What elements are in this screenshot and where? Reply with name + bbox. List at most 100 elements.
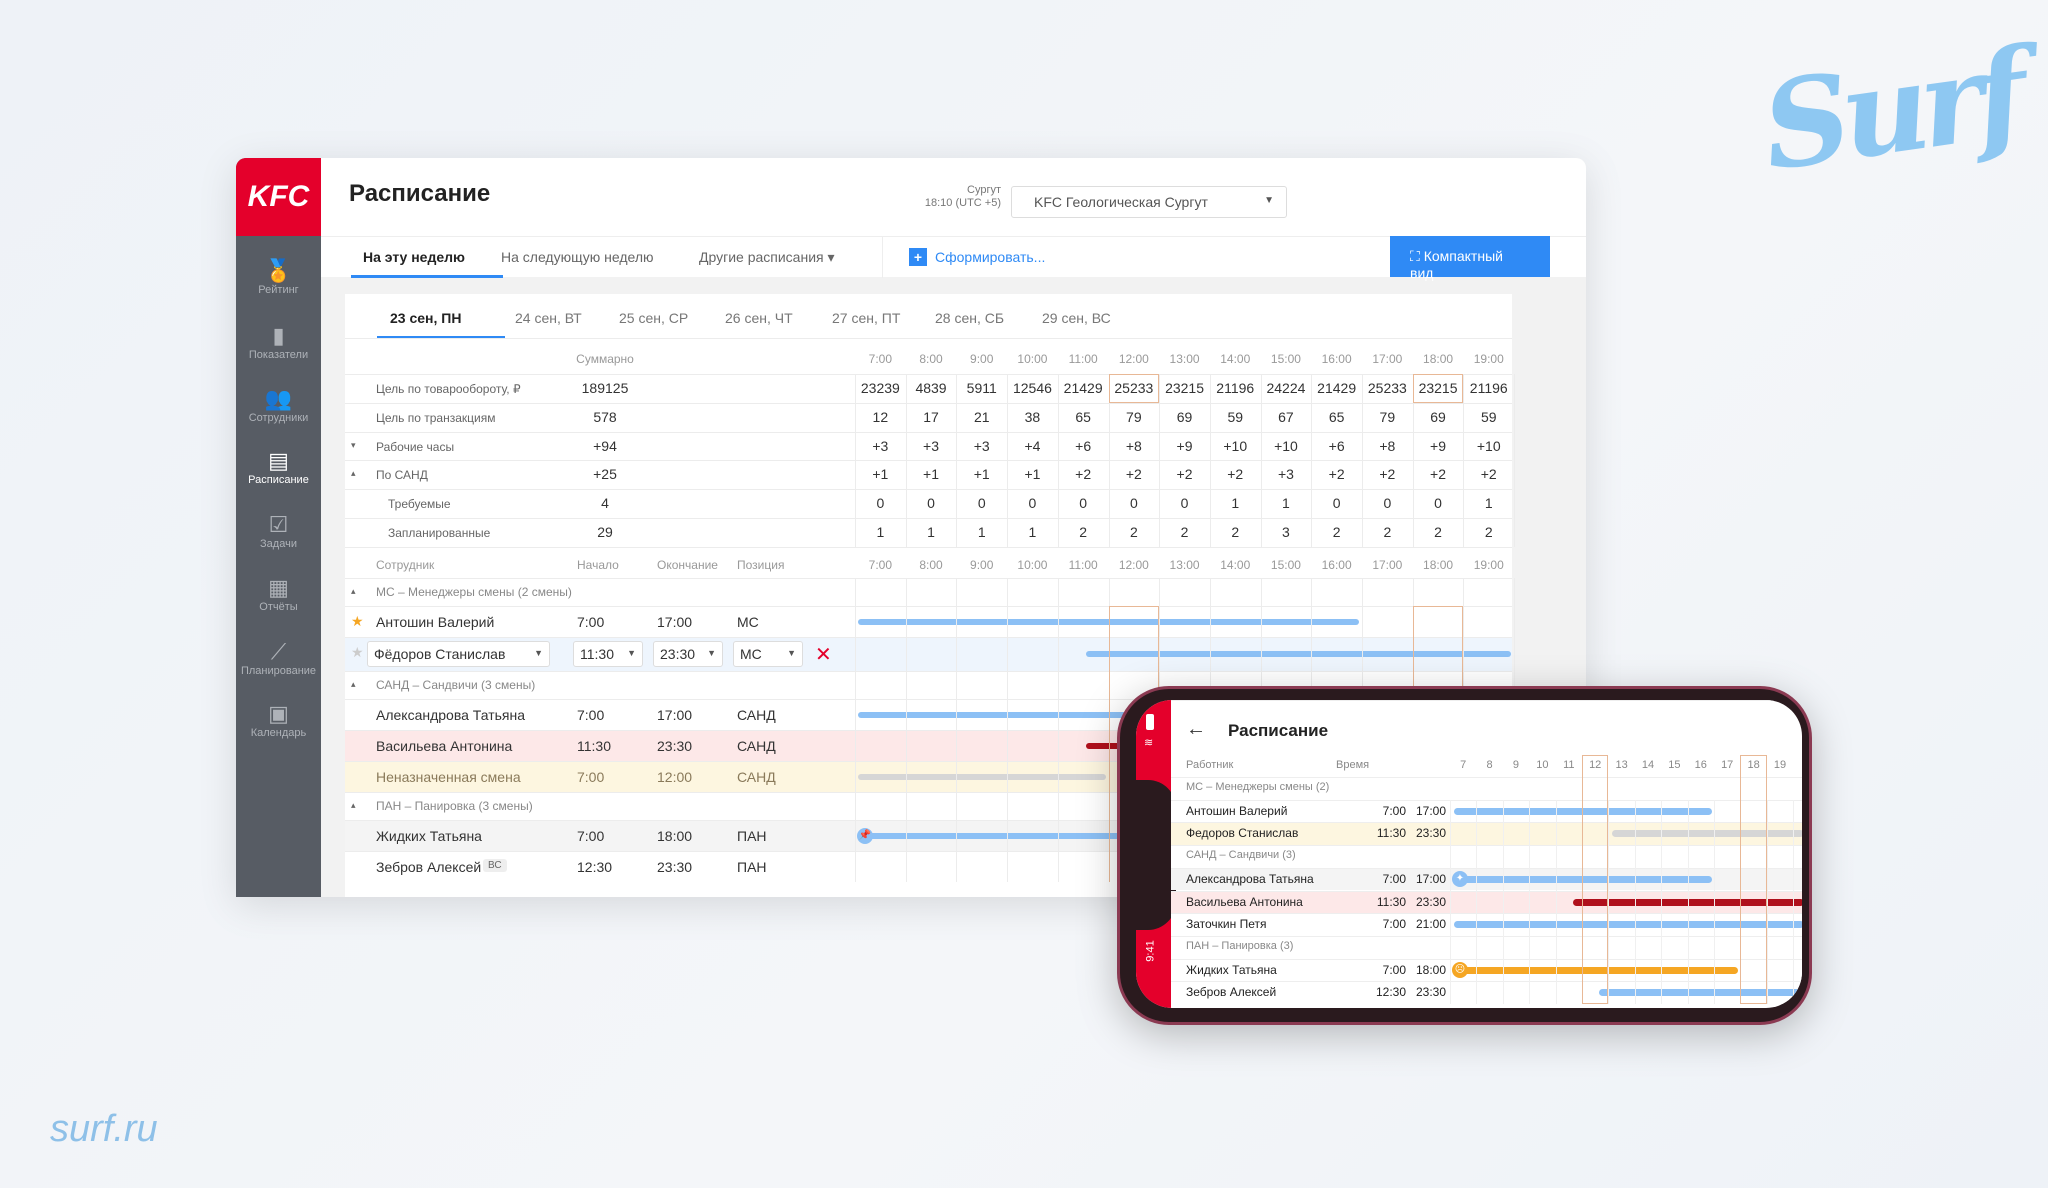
metric-value: 2 (1079, 524, 1088, 540)
tab-other-schedules[interactable]: Другие расписания ▾ (699, 249, 835, 265)
employee-select[interactable]: Фёдоров Станислав ▼ (367, 641, 550, 667)
phone-shift-bar[interactable] (1599, 989, 1802, 997)
metric-value: 21 (973, 408, 990, 425)
phone-gridline (1608, 800, 1610, 1004)
store-select[interactable]: KFC Геологическая Сургут ▼ (1011, 186, 1287, 218)
collapse-toggle-icon[interactable]: ▴ (351, 679, 356, 689)
end-time-select[interactable]: 23:30 ▼ (653, 641, 723, 667)
surf-site-link[interactable]: surf.ru (50, 1108, 158, 1150)
employee-name[interactable]: Жидких Татьяна (376, 828, 482, 844)
hour-header-9: 16:00 (1321, 352, 1352, 366)
day-tab-4[interactable]: 27 сен, ПТ (832, 310, 901, 326)
sidebar-item-7[interactable]: ▣ Календарь (236, 701, 321, 739)
phone-employee-name[interactable]: Александрова Татьяна (1186, 871, 1314, 886)
award-icon: 🏅 (264, 258, 293, 283)
shift-position: САНД (737, 769, 776, 785)
sidebar-item-0[interactable]: 🏅 Рейтинг (236, 258, 321, 296)
status-time: 9:41 (1144, 940, 1157, 962)
phone-employee-name[interactable]: Зебров Алексей (1186, 985, 1277, 1000)
phone-employee-name[interactable]: Антошин Валерий (1186, 803, 1288, 818)
phone-row[interactable] (1171, 822, 1802, 846)
delete-icon[interactable]: ✕ (815, 644, 832, 666)
sidebar-item-5[interactable]: ▦ Отчёты (236, 575, 321, 613)
phone-employee-name[interactable]: Васильева Антонина (1186, 894, 1303, 909)
toggle-icon[interactable]: ▾ (351, 439, 356, 450)
star-icon[interactable]: ★ (351, 644, 364, 660)
phone-shift-bar[interactable] (1612, 830, 1802, 838)
metric-value: 21429 (1063, 380, 1103, 396)
generate-label: Сформировать... (935, 249, 1046, 265)
shift-bar[interactable] (1086, 651, 1512, 657)
phone-col-time: Время (1336, 759, 1370, 771)
sidebar-item-label: Отчёты (259, 601, 298, 613)
tab-next-week[interactable]: На следующую неделю (501, 249, 654, 265)
back-arrow-icon[interactable]: ← (1186, 718, 1206, 740)
phone-row[interactable] (1171, 890, 1802, 914)
toggle-icon[interactable]: ▴ (351, 468, 356, 479)
sidebar-item-3[interactable]: ▤ Расписание (236, 448, 321, 486)
phone-shift-bar[interactable] (1454, 921, 1802, 929)
collapse-toggle-icon[interactable]: ▴ (351, 586, 356, 596)
start-time-select[interactable]: 11:30 ▼ (573, 641, 643, 667)
sidebar-item-2[interactable]: 👥 Сотрудники (236, 386, 321, 424)
page-title: Расписание (349, 180, 491, 207)
hour-header-8: 15:00 (1270, 352, 1301, 366)
metric-value: +2 (1328, 466, 1345, 483)
collapse-toggle-icon[interactable]: ▴ (351, 800, 356, 810)
sidebar-item-1[interactable]: ▮ Показатели (236, 323, 321, 361)
metric-value: 3 (1282, 524, 1290, 540)
tab-this-week[interactable]: На эту неделю (363, 249, 465, 265)
hour-header-12: 19:00 (1473, 352, 1504, 366)
metric-value: +10 (1476, 437, 1501, 454)
generate-button[interactable]: + Сформировать... (882, 237, 1071, 278)
row-divider (345, 460, 1512, 462)
phone-shift-end: 23:30 (1416, 826, 1447, 841)
phone-employee-name[interactable]: Заточкин Петя (1186, 917, 1267, 932)
phone-shift-bar[interactable] (1572, 898, 1802, 906)
metric-value: +1 (1024, 466, 1041, 483)
phone-shift-start: 7:00 (1382, 962, 1406, 977)
phone-row[interactable] (1171, 981, 1802, 1004)
metric-value: 12 (872, 408, 889, 425)
employee-col-position: Позиция (737, 558, 785, 572)
metric-value: +2 (1075, 466, 1092, 483)
group-header: ПАН – Панировка (3 смены) (376, 799, 533, 813)
phone-shift-bar[interactable] (1454, 966, 1739, 974)
metric-value: 0 (1383, 495, 1392, 512)
position-select[interactable]: МС ▼ (733, 641, 803, 667)
compact-view-button[interactable]: ⛶ Компактный вид (1390, 236, 1550, 281)
star-icon[interactable]: ★ (351, 613, 364, 629)
sidebar-item-label: Показатели (248, 349, 309, 361)
day-tab-5[interactable]: 28 сен, СБ (935, 310, 1005, 326)
highlight-hour-18:00 (1412, 374, 1464, 403)
employee-name[interactable]: Васильева Антонина (376, 738, 513, 754)
day-tab-0[interactable]: 23 сен, ПН (390, 310, 462, 326)
metric-value: 69 (1176, 408, 1193, 425)
metric-value: 23239 (860, 380, 900, 396)
employee-name[interactable]: Неназначенная смена (376, 769, 521, 785)
employee-name[interactable]: Александрова Татьяна (376, 707, 525, 723)
day-tab-3[interactable]: 26 сен, ЧТ (725, 310, 793, 326)
employee-name[interactable]: Антошин Валерий (376, 614, 495, 630)
day-tab-6[interactable]: 29 сен, ВС (1042, 310, 1111, 326)
metric-value: 1 (1282, 495, 1290, 512)
sidebar-item-4[interactable]: ☑ Задачи (236, 512, 321, 550)
shift-end: 17:00 (657, 614, 693, 630)
hour-header-2-5: 12:00 (1118, 558, 1149, 572)
sidebar-item-6[interactable]: ⟋ Планирование (236, 639, 321, 677)
day-tab-1[interactable]: 24 сен, ВТ (515, 310, 582, 326)
metric-value: +4 (1024, 437, 1041, 454)
employee-name[interactable]: Зебров Алексей (376, 859, 482, 875)
hour-gridline (1209, 374, 1211, 547)
calendar-icon: ▣ (268, 701, 289, 726)
day-tab-2[interactable]: 25 сен, СР (619, 310, 689, 326)
phone-employee-name[interactable]: Федоров Станислав (1186, 826, 1299, 841)
metric-value: 65 (1075, 408, 1091, 425)
shift-bar[interactable] (858, 773, 1106, 780)
chevron-down-icon: ▼ (1264, 195, 1274, 206)
shift-end: 17:00 (657, 707, 693, 723)
shift-start: 7:00 (577, 614, 605, 630)
report-icon: ▦ (268, 575, 289, 600)
active-tab-underline (351, 275, 503, 278)
phone-employee-name[interactable]: Жидких Татьяна (1186, 962, 1277, 977)
